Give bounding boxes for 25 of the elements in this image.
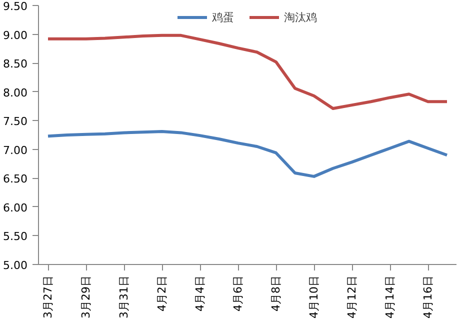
y-tick-label: 6.00 [3,201,28,214]
y-tick-label: 8.50 [3,58,28,71]
x-tick-label: 4月2日 [156,275,168,312]
x-tick-label: 4月16日 [422,275,434,318]
x-tick-label: 3月31日 [118,275,130,318]
y-tick-label: 7.50 [3,115,28,128]
x-tick-label: 3月27日 [42,275,54,318]
legend-label: 淘汰鸡 [284,10,317,24]
x-tick-label: 4月14日 [384,275,396,318]
x-tick-label: 4月10日 [308,275,320,318]
y-tick-label: 7.00 [3,144,28,157]
legend-label: 鸡蛋 [212,10,234,24]
x-tick-label: 4月8日 [270,275,282,312]
x-tick-label: 4月6日 [232,275,244,312]
x-tick-label: 4月4日 [194,275,206,312]
y-tick-label: 6.50 [3,172,28,186]
line-series [46,34,448,110]
y-tick-label: 9.00 [3,28,28,42]
x-tick-label: 4月12日 [346,275,358,318]
y-tick-label: 9.50 [3,0,28,13]
x-tick-label: 3月29日 [80,275,92,318]
line-series [46,130,448,178]
y-tick-label: 5.50 [3,230,28,244]
y-tick-label: 5.00 [3,259,28,272]
y-tick-label: 8.00 [3,86,28,100]
